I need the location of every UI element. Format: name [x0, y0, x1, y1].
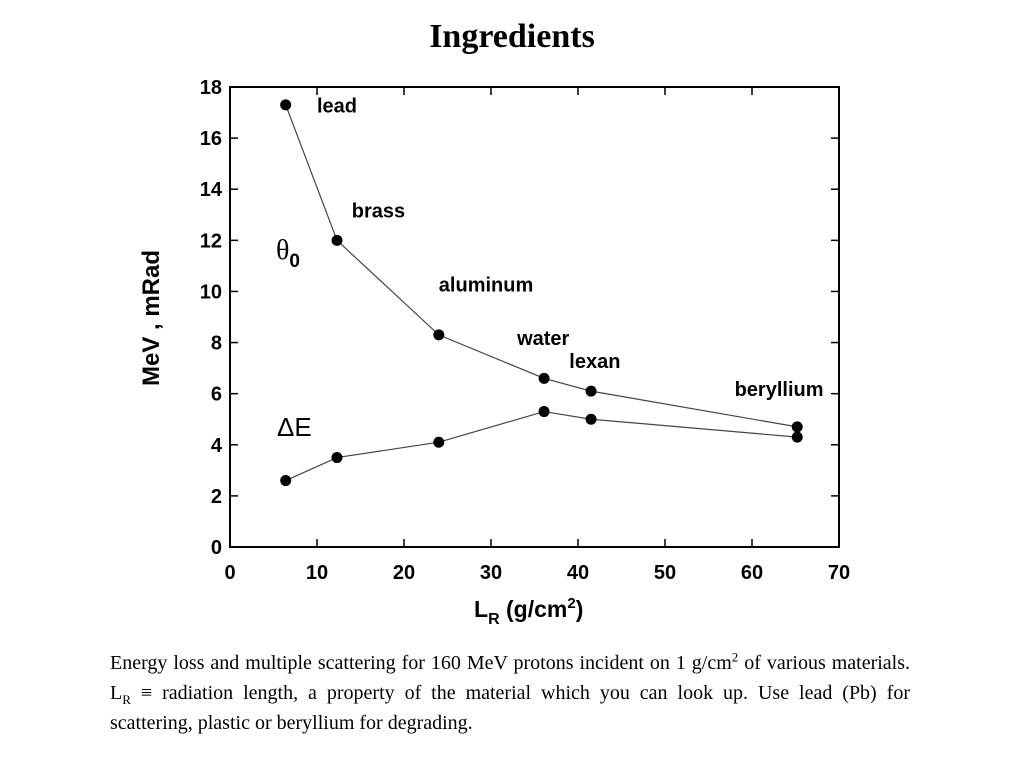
- x-axis-label: LR (g/cm2): [474, 595, 583, 628]
- y-tick-label: 12: [200, 230, 222, 252]
- data-point-0: [538, 372, 550, 384]
- data-points: [280, 99, 803, 487]
- caption-line2a: of various materials. L: [110, 652, 911, 704]
- data-point-0: [331, 234, 343, 246]
- y-tick-label: 18: [200, 77, 222, 99]
- series-label-theta0: θ0: [276, 235, 300, 272]
- y-tick-label: 10: [200, 281, 222, 303]
- slide-title: Ingredients: [429, 18, 595, 55]
- y-tick-label: 8: [211, 333, 222, 355]
- data-point-0: [433, 329, 445, 341]
- data-point-0: [280, 99, 292, 111]
- data-point-1: [433, 436, 445, 448]
- x-tick-label: 40: [567, 562, 589, 584]
- data-point-1: [331, 452, 343, 464]
- x-tick-label: 60: [741, 562, 763, 584]
- data-point-0: [585, 385, 597, 397]
- series-line-1: [285, 410, 798, 482]
- x-tick-label: 50: [654, 562, 676, 584]
- x-tick-label: 30: [480, 562, 502, 584]
- y-tick-label: 4: [211, 435, 223, 457]
- series-label-delta-e: ΔE: [277, 412, 312, 442]
- y-tick-label: 6: [211, 384, 222, 406]
- plot-frame: [229, 86, 840, 548]
- caption-sup: 2: [731, 649, 739, 665]
- data-point-1: [280, 475, 292, 487]
- annotation-water: water: [516, 328, 569, 350]
- x-tick-label: 70: [828, 562, 850, 584]
- y-tick-label: 16: [200, 128, 222, 150]
- y-tick-label: 14: [200, 179, 223, 201]
- x-tick-label: 20: [393, 562, 415, 584]
- y-axis-label: MeV , mRad: [138, 250, 165, 386]
- caption: Energy loss and multiple scattering for …: [110, 648, 910, 738]
- data-point-1: [791, 431, 803, 443]
- y-tick-label: 0: [211, 537, 222, 559]
- annotation-lexan: lexan: [569, 351, 620, 373]
- tick-labels: 0 10 20 30 40 50 60 70 0 2 4 6 8 10 12 14 16 18: [200, 77, 850, 584]
- caption-line2b: ≡ radiation length, a property of the ma…: [110, 682, 910, 734]
- y-tick-label: 2: [211, 486, 222, 508]
- series-line-0: [285, 104, 798, 428]
- data-point-1: [538, 406, 550, 418]
- x-tick-label: 10: [306, 562, 328, 584]
- annotation-lead: lead: [317, 96, 357, 118]
- data-point-0: [791, 421, 803, 433]
- caption-sub: R: [122, 692, 131, 707]
- axis-ticks: [229, 86, 840, 548]
- annotation-brass: brass: [352, 200, 405, 222]
- x-tick-label: 0: [224, 562, 235, 584]
- annotation-aluminum: aluminum: [439, 274, 533, 296]
- caption-line1: Energy loss and multiple scattering for …: [110, 652, 732, 674]
- series-lines: [285, 104, 798, 482]
- annotation-beryllium: beryllium: [735, 379, 824, 401]
- data-point-1: [585, 413, 597, 425]
